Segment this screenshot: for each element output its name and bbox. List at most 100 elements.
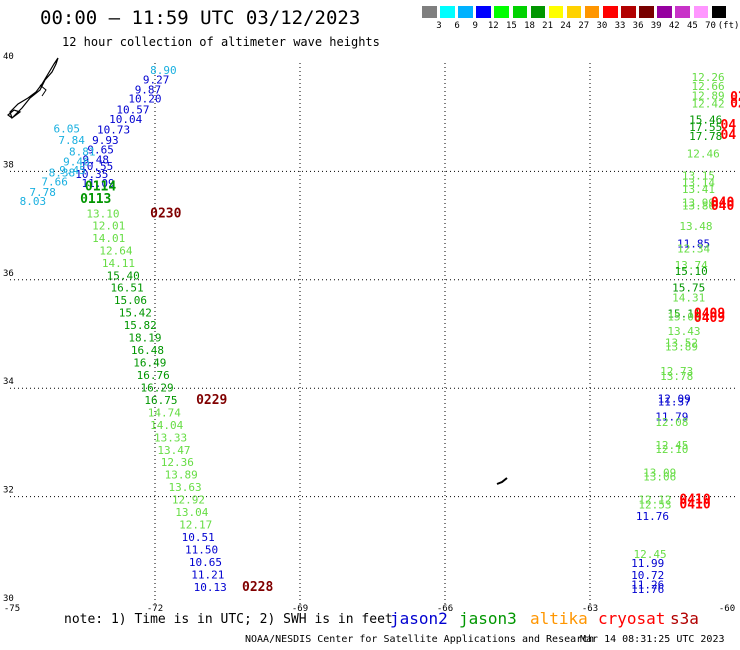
legend-scale-label: 45 xyxy=(686,21,698,31)
wave-height-label: 12.53 xyxy=(638,499,671,512)
legend-swatch xyxy=(639,6,654,18)
satellite-name: cryosat xyxy=(598,609,666,628)
wave-height-label: 14.11 xyxy=(102,257,135,270)
wave-height-label: 13.99 xyxy=(682,197,715,210)
wave-height-label: 13.06 xyxy=(643,470,676,483)
wave-height-label: 10.20 xyxy=(128,93,161,106)
legend-scale-label: 36 xyxy=(632,21,644,31)
legend-scale-label: 33 xyxy=(614,21,626,31)
y-tick-label: 40 xyxy=(3,52,14,62)
wave-height-label: 12.36 xyxy=(161,456,194,469)
wave-height-label: 12.09 xyxy=(658,392,691,405)
footer-credit: NOAA/NESDIS Center for Satellite Applica… xyxy=(245,634,595,645)
wave-height-label: 13.63 xyxy=(169,481,202,494)
wave-height-label: 11.85 xyxy=(677,237,710,250)
x-tick-label: -60 xyxy=(719,604,735,614)
wave-height-label: 15.40 xyxy=(107,269,140,282)
wave-height-label: 11.99 xyxy=(631,557,664,570)
wave-height-label: 13.14 xyxy=(682,177,715,190)
wave-height-label: 7.84 xyxy=(58,134,85,147)
wave-height-label: 18.19 xyxy=(128,332,161,345)
wave-height-label: 10.55 xyxy=(80,160,113,173)
legend-scale-label: (ft) xyxy=(717,21,740,31)
wave-height-label: 12.01 xyxy=(92,219,125,232)
pass-time-label: 040 xyxy=(711,196,735,211)
legend-swatch xyxy=(621,6,636,18)
wave-height-label: 10.57 xyxy=(116,103,149,116)
wave-height-label: 9.27 xyxy=(143,74,170,87)
x-tick-label: -69 xyxy=(292,604,308,614)
y-tick-label: 36 xyxy=(3,269,14,279)
wave-height-label: 12.26 xyxy=(692,71,725,84)
legend-swatch xyxy=(476,6,491,18)
legend-swatch xyxy=(603,6,618,18)
legend-scale-label: 12 xyxy=(487,21,499,31)
pass-time-label: 02 xyxy=(730,96,740,111)
wave-height-label: 10.13 xyxy=(194,581,227,594)
wave-height-label: 12.92 xyxy=(172,494,205,507)
wave-height-label: 11.26 xyxy=(631,579,664,592)
pass-time-label: 0230 xyxy=(150,206,181,221)
chart-subtitle: 12 hour collection of altimeter wave hei… xyxy=(62,35,380,49)
wave-height-label: 15.06 xyxy=(114,294,147,307)
x-tick-label: -63 xyxy=(582,604,598,614)
pass-time-label: 0409 xyxy=(694,311,725,326)
legend-swatch xyxy=(440,6,455,18)
pass-time-label: 0113 xyxy=(80,192,111,207)
legend-scale-label: 24 xyxy=(560,21,572,31)
y-tick-label: 30 xyxy=(3,594,14,604)
legend-swatch xyxy=(693,6,708,18)
legend-swatch xyxy=(530,6,546,18)
legend-swatch xyxy=(566,6,582,18)
wave-height-label: 13.04 xyxy=(175,506,208,519)
legend-scale-label: 9 xyxy=(472,21,478,31)
legend-scale-label: 27 xyxy=(578,21,590,31)
wave-height-label: 10.73 xyxy=(97,123,130,136)
legend-scale-label: 3 xyxy=(436,21,442,31)
wave-height-label: 11.79 xyxy=(655,411,688,424)
satellite-name: jason3 xyxy=(459,609,517,628)
wave-height-labels: 8.909.279.8710.2010.5710.0410.739.939.65… xyxy=(20,64,740,596)
wave-height-label: 13.10 xyxy=(86,207,119,220)
wave-height-label: 16.48 xyxy=(131,344,164,357)
wave-height-label: 12.17 xyxy=(179,519,212,532)
grid xyxy=(10,63,735,605)
island-path xyxy=(496,477,508,485)
wave-height-label: 11.76 xyxy=(636,510,669,523)
coastline-path xyxy=(7,57,59,120)
wave-height-label: 10.65 xyxy=(189,556,222,569)
wave-height-label: 12.10 xyxy=(655,443,688,456)
wave-height-label: 15.46 xyxy=(689,114,722,127)
wave-height-label: 13.52 xyxy=(665,336,698,349)
wave-height-label: 13.89 xyxy=(665,340,698,353)
wave-height-label: 14.04 xyxy=(150,419,183,432)
wave-height-label: 13.78 xyxy=(660,370,693,383)
coastline xyxy=(7,57,508,485)
wave-height-label: 17.55 xyxy=(689,121,722,134)
pass-time-label: 04 xyxy=(721,128,737,143)
x-tick-label: -72 xyxy=(147,604,163,614)
legend-swatch xyxy=(512,6,527,18)
y-tick-label: 34 xyxy=(3,377,14,387)
wave-height-label: 12.46 xyxy=(687,147,720,160)
pass-time-label: 02 xyxy=(730,90,740,105)
wave-height-label: 15.05 xyxy=(667,310,700,323)
pass-time-label: 0228 xyxy=(242,580,273,595)
legend-swatch xyxy=(711,6,727,18)
wave-height-label: 11.21 xyxy=(191,568,224,581)
wave-height-label: 16.75 xyxy=(144,394,177,407)
wave-height-label: 9.48 xyxy=(83,153,110,166)
legend-scale-label: 70 xyxy=(705,21,716,31)
legend-scale-label: 42 xyxy=(668,21,680,31)
wave-height-label: 17.78 xyxy=(689,130,722,143)
chart-title: 00:00 – 11:59 UTC 03/12/2023 xyxy=(40,7,361,29)
pass-time-label: 0229 xyxy=(196,393,227,408)
wave-height-label: 16.49 xyxy=(133,357,166,370)
wave-height-label: 15.10 xyxy=(675,265,708,278)
legend-scale-label: 15 xyxy=(505,21,517,31)
wave-height-label: 14.74 xyxy=(148,406,181,419)
wave-height-label: 16.29 xyxy=(141,381,174,394)
wave-height-label: 13.15 xyxy=(682,170,715,183)
pass-time-label: 04 xyxy=(721,118,737,133)
